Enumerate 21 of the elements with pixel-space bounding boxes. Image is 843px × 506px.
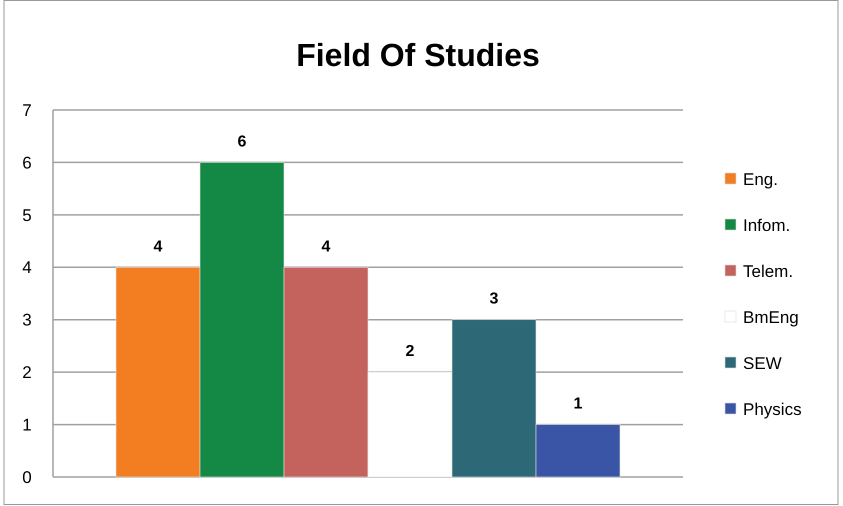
data-label: 4 — [322, 238, 331, 256]
y-tick-label: 1 — [22, 416, 32, 435]
legend-label: Physics — [743, 400, 802, 419]
y-tick-label: 2 — [22, 363, 32, 382]
data-label: 4 — [154, 238, 163, 256]
data-label: 2 — [406, 343, 415, 360]
legend-label: BmEng — [743, 308, 799, 327]
legend-label: Telem. — [743, 262, 794, 281]
y-tick-label: 5 — [22, 206, 32, 225]
y-tick-label: 7 — [22, 100, 32, 120]
data-label: 3 — [490, 290, 499, 308]
data-label: 6 — [238, 133, 247, 150]
legend-label: Eng. — [743, 170, 778, 189]
chart-title: Field Of Studies — [296, 37, 540, 73]
data-label: 1 — [574, 396, 583, 413]
y-tick-label: 3 — [22, 310, 32, 330]
legend-label: SEW — [743, 354, 782, 373]
y-tick-label: 0 — [22, 468, 32, 487]
y-tick-label: 4 — [22, 258, 32, 278]
y-tick-label: 6 — [22, 153, 32, 172]
legend-label: Infom. — [743, 216, 790, 235]
